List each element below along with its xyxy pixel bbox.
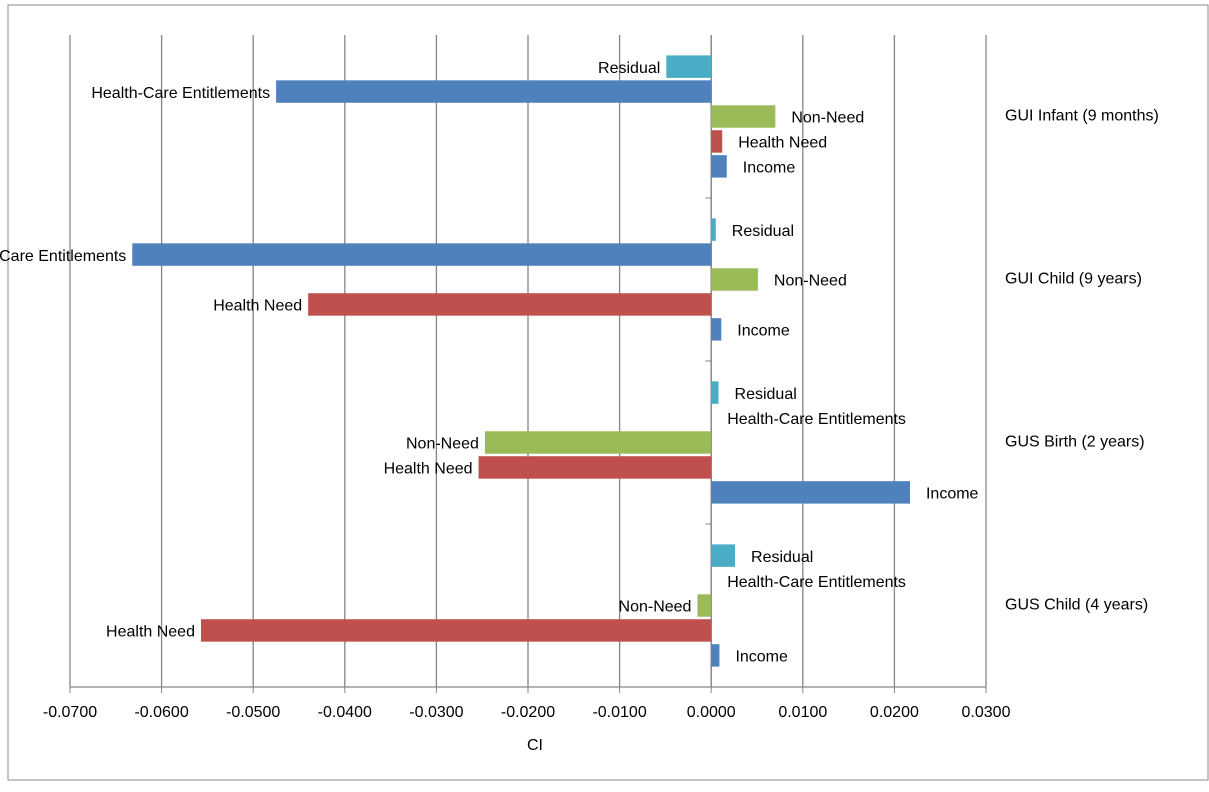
- bar-label: Income: [743, 160, 796, 177]
- x-tick-label: 0.0300: [962, 704, 1011, 721]
- bar-label: Residual: [732, 223, 794, 240]
- bar: [711, 268, 758, 291]
- bar-label: Non-Need: [774, 273, 847, 290]
- x-tick-label: -0.0300: [409, 704, 463, 721]
- bar: [711, 481, 910, 504]
- category-label: GUI Infant (9 months): [1005, 108, 1159, 125]
- bar: [711, 544, 736, 567]
- bar: [308, 293, 712, 316]
- bar-label: Health Need: [106, 624, 195, 641]
- bar-label: Income: [735, 649, 788, 666]
- bar-label: Health-Care Entitlements: [91, 85, 270, 102]
- bar-label: Income: [737, 323, 790, 340]
- bar: [666, 55, 712, 78]
- bar-label: Income: [926, 486, 979, 503]
- bar-label: Non-Need: [406, 436, 479, 453]
- bar: [711, 155, 727, 178]
- x-tick-label: -0.0200: [501, 704, 555, 721]
- bar-label: Health-Care Entitlements: [727, 574, 906, 591]
- bar-label: Residual: [751, 549, 813, 566]
- x-tick-label: -0.0600: [134, 704, 188, 721]
- x-tick-label: -0.0700: [43, 704, 97, 721]
- bar-label: Health Need: [738, 135, 827, 152]
- bar: [711, 381, 719, 404]
- x-tick-label: -0.0100: [592, 704, 646, 721]
- bar: [711, 318, 722, 341]
- bar-label: Non-Need: [791, 110, 864, 127]
- bar: [697, 594, 712, 617]
- category-label: GUS Birth (2 years): [1005, 434, 1145, 451]
- bar: [484, 431, 712, 454]
- bar-label: Residual: [598, 60, 660, 77]
- bar: [200, 619, 712, 642]
- x-axis-label: CI: [527, 737, 543, 754]
- bar: [478, 456, 712, 479]
- chart-frame: [7, 4, 1209, 781]
- bar-label: Health Need: [213, 298, 302, 315]
- bar-label: Non-Need: [619, 599, 692, 616]
- bar: [711, 105, 776, 128]
- bar-label: Health-Care Entitlements: [0, 248, 126, 265]
- bar-label: Health Need: [384, 461, 473, 478]
- category-label: GUI Child (9 years): [1005, 271, 1142, 288]
- x-tick-label: -0.0500: [226, 704, 280, 721]
- bar-label: Residual: [735, 386, 797, 403]
- bar: [711, 130, 723, 153]
- x-tick-label: 0.0100: [778, 704, 827, 721]
- bar: [711, 218, 716, 241]
- bar: [276, 80, 712, 103]
- bar-label: Health-Care Entitlements: [727, 411, 906, 428]
- x-tick-label: 0.0000: [687, 704, 736, 721]
- x-tick-label: -0.0400: [318, 704, 372, 721]
- bar: [711, 644, 720, 667]
- bar: [132, 243, 712, 266]
- category-label: GUS Child (4 years): [1005, 597, 1148, 614]
- x-tick-label: 0.0200: [870, 704, 919, 721]
